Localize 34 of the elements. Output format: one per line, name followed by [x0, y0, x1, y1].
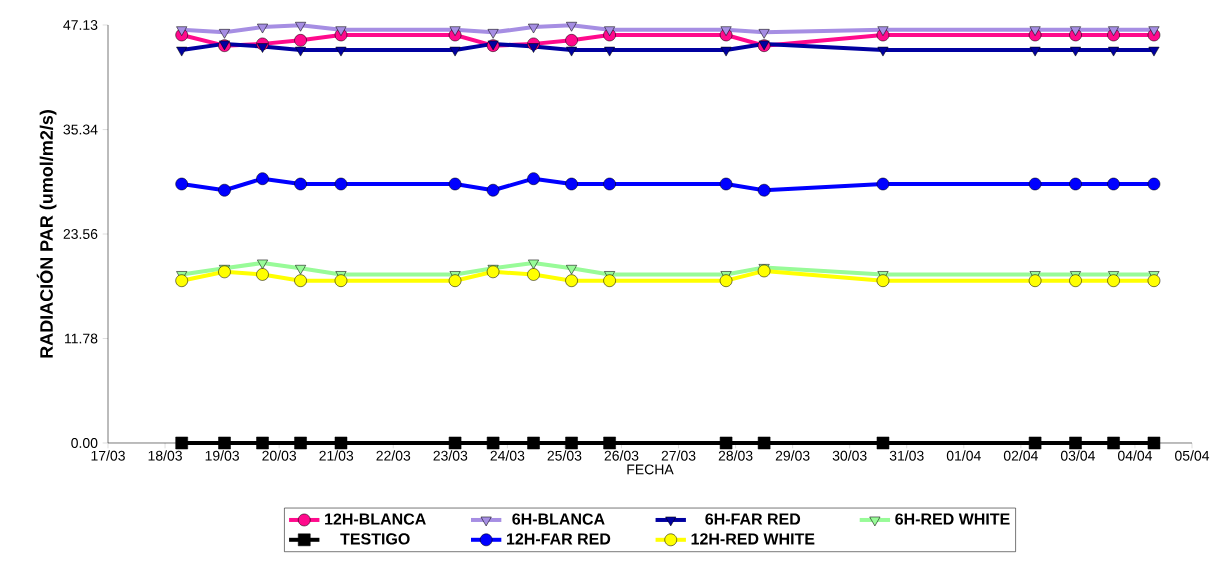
- legend-label: 12H-FAR RED: [507, 533, 611, 545]
- legend-label: 6H-BLANCA: [512, 513, 605, 525]
- x-tick-label: 20/03: [262, 450, 297, 461]
- y-tick-label: 11.78: [65, 333, 98, 344]
- y-tick-label: 0.00: [71, 438, 98, 448]
- x-tick-label: 01/04: [946, 450, 981, 461]
- legend-label: TESTIGO: [340, 533, 410, 545]
- y-tick-label: 23.56: [63, 229, 98, 239]
- x-tick-label: 31/03: [889, 450, 924, 461]
- x-tick-label: 27/03: [661, 450, 696, 461]
- x-tick-label: 26/03: [604, 450, 639, 461]
- legend-label: 12H-BLANCA: [325, 513, 426, 525]
- x-tick-label: 23/03: [433, 450, 468, 461]
- x-tick-label: 28/03: [718, 450, 753, 461]
- y-tick-label: 35.34: [63, 124, 98, 135]
- legend-label: 12H-RED WHITE: [691, 533, 815, 545]
- x-tick-label: 18/03: [148, 450, 182, 461]
- x-tick-label: 17/03: [91, 450, 125, 461]
- x-axis-title: FECHA: [627, 464, 674, 475]
- x-tick-label: 24/03: [490, 450, 525, 461]
- y-axis-title: RADIACIÓN PAR (umol/m2/s): [36, 110, 57, 358]
- legend-label: 6H-FAR RED: [705, 513, 801, 525]
- x-tick-label: 04/04: [1117, 450, 1153, 461]
- y-tick-label: 47.13: [63, 20, 98, 30]
- x-tick-label: 22/03: [376, 450, 411, 461]
- x-tick-label: 05/04: [1175, 450, 1210, 461]
- x-tick-label: 02/04: [1003, 450, 1038, 461]
- x-tick-label: 25/03: [547, 450, 582, 461]
- legend-label: 6H-RED WHITE: [895, 513, 1010, 525]
- x-tick-label: 19/03: [205, 450, 240, 461]
- x-tick-label: 03/04: [1060, 450, 1095, 461]
- x-tick-label: 29/03: [775, 450, 810, 461]
- x-tick-label: 21/03: [319, 450, 354, 461]
- x-tick-label: 30/03: [832, 450, 867, 461]
